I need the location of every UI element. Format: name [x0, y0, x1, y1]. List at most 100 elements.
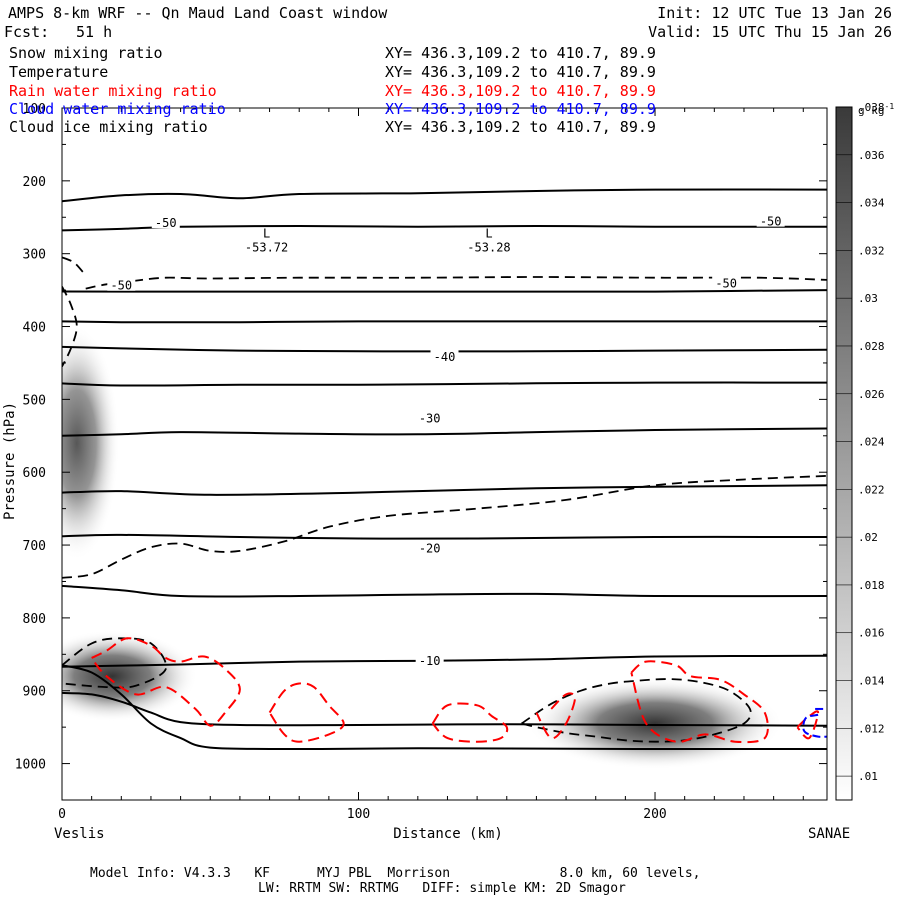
x-tick-label: 100: [347, 807, 370, 822]
colorbar: [835, 106, 853, 801]
contour-labels: -50 -50-50 -50-40-30-20-10L-53.72L-53.28: [107, 213, 785, 668]
left-endpoint-label: Veslis: [54, 826, 105, 842]
legend-name-3: Cloud water mixing ratio: [9, 100, 226, 118]
low-symbol: L: [263, 227, 270, 241]
y-tick-label-top: 100: [23, 102, 46, 117]
temperature-line-7: [62, 484, 827, 496]
y-tick-label: 800: [23, 612, 46, 627]
legend-name-1: Temperature: [9, 63, 109, 81]
contour-label: -50: [760, 215, 782, 229]
cloud-ice-contours: [62, 256, 827, 743]
colorbar-ticks: .01 .012 .014 .016 .018 .02 .022 .024 .026 .028 .0…: [836, 101, 885, 783]
contour-label: -20: [419, 542, 441, 556]
y-tick-label: 500: [23, 393, 46, 408]
colorbar-tick-label: .016: [858, 627, 885, 640]
contour-label-bg: [712, 275, 741, 289]
y-tick-label: 400: [23, 321, 46, 336]
snow-shading-layer: [62, 325, 784, 770]
contour-label-bg: [756, 213, 785, 227]
contour-label: -40: [434, 350, 456, 364]
rain-water-contours: [90, 637, 820, 744]
x-tick-label: 200: [643, 807, 666, 822]
snow-blob-0: [62, 325, 120, 562]
footer-model-info: Model Info: V4.3.3 KF MYJ PBL Morrison 8…: [90, 866, 701, 881]
temperature-contours: [62, 188, 827, 751]
fcst-label: Fcst:: [4, 23, 50, 41]
valid-time: Valid: 15 UTC Thu 15 Jan 26: [648, 23, 892, 41]
colorbar-tick-label: .018: [858, 579, 885, 592]
x-axis-label: Distance (km): [393, 826, 503, 842]
low-value: -53.72: [245, 241, 288, 255]
legend-xy-4: XY= 436.3,109.2 to 410.7, 89.9: [385, 118, 656, 136]
colorbar-tick-label: .024: [858, 436, 885, 449]
colorbar-tick-label: .034: [858, 197, 885, 210]
temperature-line-3: [62, 320, 827, 324]
snow-blob-1: [62, 630, 198, 723]
colorbar-tick-label: .014: [858, 675, 885, 688]
y-tick-label: 900: [23, 685, 46, 700]
colorbar-tick-label: .026: [858, 388, 885, 401]
rain-line-2: [431, 702, 509, 743]
legend-name-0: Snow mixing ratio: [9, 44, 163, 62]
y-axis-label: Pressure (hPa): [2, 402, 18, 520]
temperature-line-2: [62, 289, 827, 293]
temperature-line-1: [62, 224, 827, 232]
colorbar-tick-label: .032: [858, 244, 885, 257]
header-title: AMPS 8-km WRF -- Qn Maud Land Coast wind…: [8, 4, 388, 22]
contour-label-bg: [415, 652, 444, 666]
contour-label-bg: [107, 277, 136, 291]
colorbar-tick-label: .03: [858, 292, 878, 305]
cloud-water-contours: [802, 707, 827, 738]
cloud-ice-line-4: [62, 637, 168, 689]
contour-label: -10: [419, 654, 441, 668]
rain-line-4: [630, 660, 769, 744]
cloud-ice-line-5: [521, 678, 752, 743]
low-value: -53.28: [467, 241, 510, 255]
temperature-line-9: [62, 584, 827, 598]
temperature-line-12: [62, 664, 827, 751]
colorbar-tick-label: .036: [858, 149, 885, 162]
colorbar-tick-label: .028: [858, 340, 885, 353]
contour-label-bg: [415, 540, 444, 554]
colorbar-units: g kg-1: [858, 102, 894, 117]
temperature-line-8: [62, 533, 827, 540]
footer-physics-info: LW: RRTM SW: RRTMG DIFF: simple KM: 2D S…: [258, 881, 626, 896]
plot-frame: [61, 107, 828, 801]
legend-xy-1: XY= 436.3,109.2 to 410.7, 89.9: [385, 63, 656, 81]
colorbar-tick-label: .02: [858, 531, 878, 544]
legend-name-4: Cloud ice mixing ratio: [9, 118, 208, 136]
legend-xy-0: XY= 436.3,109.2 to 410.7, 89.9: [385, 44, 656, 62]
snow-blob-2: [526, 677, 784, 770]
contour-label-bg: [415, 410, 444, 424]
temperature-line-11: [62, 691, 827, 727]
contour-label: -30: [419, 411, 441, 425]
cloud-ice-line-0: [85, 276, 827, 290]
legend-name-2: Rain water mixing ratio: [9, 82, 217, 100]
legend-xy-3: XY= 436.3,109.2 to 410.7, 89.9: [385, 100, 656, 118]
temperature-line-0: [62, 188, 827, 203]
cloud-ice-line-1: [62, 286, 78, 368]
right-endpoint-label: SANAE: [808, 826, 850, 842]
contour-label: -50: [715, 277, 737, 291]
contour-label-bg: [151, 215, 180, 229]
contour-label: -50: [110, 279, 132, 293]
rain-line-5: [796, 710, 820, 740]
colorbar-tick-label: .038: [858, 101, 885, 114]
y-tick-label: 700: [23, 539, 46, 554]
temperature-line-5: [62, 381, 827, 387]
rain-line-0: [90, 637, 241, 727]
contour-label-bg: [430, 349, 459, 363]
cloud-ice-line-2: [62, 256, 84, 273]
y-tick-label: 200: [23, 175, 46, 190]
contour-label: -50: [155, 216, 177, 230]
x-tick-label: 0: [58, 807, 66, 822]
colorbar-tick-label: .01: [858, 770, 878, 783]
init-time: Init: 12 UTC Tue 13 Jan 26: [657, 4, 892, 22]
low-symbol: L: [485, 227, 492, 241]
rain-line-3: [535, 692, 577, 740]
y-tick-label: 1000: [15, 758, 46, 773]
colorbar-tick-label: .022: [858, 483, 885, 496]
cloud-water-line-1: [802, 713, 827, 738]
